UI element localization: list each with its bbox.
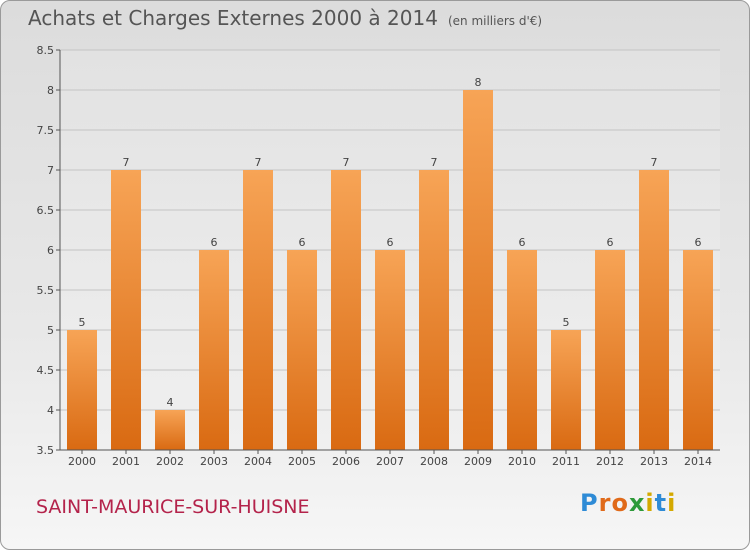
x-tick-label: 2001 (112, 455, 140, 468)
x-tick-label: 2013 (640, 455, 668, 468)
x-tick-label: 2004 (244, 455, 272, 468)
x-tick-label: 2011 (552, 455, 580, 468)
bar (155, 410, 185, 450)
data-labels: 5 7 4 6 7 6 7 6 7 8 6 5 6 7 6 (79, 76, 702, 409)
y-tick-label: 5 (47, 324, 54, 337)
logo-letter: P (580, 489, 599, 517)
x-tick-label: 2005 (288, 455, 316, 468)
bar (683, 250, 713, 450)
y-tick-label: 3.5 (37, 444, 55, 457)
logo-letter: i (667, 489, 677, 517)
x-tick-label: 2006 (332, 455, 360, 468)
x-tick-label: 2014 (684, 455, 712, 468)
commune-name: SAINT-MAURICE-SUR-HUISNE (36, 496, 310, 518)
x-tick-label: 2008 (420, 455, 448, 468)
y-axis-ticks: 3.5 4 4.5 5 5.5 6 6.5 7 7.5 8 8.5 (37, 44, 60, 457)
x-tick-label: 2009 (464, 455, 492, 468)
data-label: 4 (167, 396, 174, 409)
x-axis-ticks: 2000 2001 2002 2003 2004 2005 2006 2007 2008 2009… (68, 450, 712, 468)
bar (551, 330, 581, 450)
logo-letter: x (628, 489, 646, 517)
data-label: 5 (563, 316, 570, 329)
logo-letter: r (598, 489, 612, 517)
bar (111, 170, 141, 450)
y-tick-label: 6 (47, 244, 54, 257)
y-tick-label: 4.5 (37, 364, 55, 377)
data-label: 6 (607, 236, 614, 249)
data-label: 7 (343, 156, 350, 169)
bars (67, 90, 713, 450)
data-label: 7 (123, 156, 130, 169)
y-tick-label: 6.5 (37, 204, 55, 217)
data-label: 6 (211, 236, 218, 249)
chart-title: Achats et Charges Externes 2000 à 2014 (e… (28, 6, 542, 30)
data-label: 6 (695, 236, 702, 249)
data-label: 6 (387, 236, 394, 249)
bar (287, 250, 317, 450)
chart-title-text: Achats et Charges Externes 2000 à 2014 (28, 6, 438, 30)
data-label: 7 (255, 156, 262, 169)
proxiti-logo: Proxiti (580, 489, 676, 517)
bar (595, 250, 625, 450)
bar (375, 250, 405, 450)
bar (331, 170, 361, 450)
bar (419, 170, 449, 450)
bar (199, 250, 229, 450)
data-label: 8 (475, 76, 482, 89)
x-tick-label: 2007 (376, 455, 404, 468)
bar (243, 170, 273, 450)
chart-unit: (en milliers d'€) (447, 14, 543, 28)
logo-letter: t (654, 489, 668, 517)
bar (67, 330, 97, 450)
x-tick-label: 2002 (156, 455, 184, 468)
y-tick-label: 4 (47, 404, 54, 417)
y-tick-label: 7 (47, 164, 54, 177)
data-label: 6 (519, 236, 526, 249)
bar (463, 90, 493, 450)
data-label: 7 (431, 156, 438, 169)
y-tick-label: 8.5 (37, 44, 55, 57)
data-label: 5 (79, 316, 86, 329)
x-tick-label: 2010 (508, 455, 536, 468)
y-tick-label: 5.5 (37, 284, 55, 297)
x-tick-label: 2012 (596, 455, 624, 468)
y-tick-label: 8 (47, 84, 54, 97)
y-tick-label: 7.5 (37, 124, 55, 137)
logo-letter: i (645, 489, 655, 517)
x-tick-label: 2003 (200, 455, 228, 468)
proxiti-logo-letters: Proxiti (580, 489, 676, 517)
data-label: 6 (299, 236, 306, 249)
bar (639, 170, 669, 450)
logo-letter: o (611, 489, 629, 517)
x-tick-label: 2000 (68, 455, 96, 468)
data-label: 7 (651, 156, 658, 169)
bar (507, 250, 537, 450)
